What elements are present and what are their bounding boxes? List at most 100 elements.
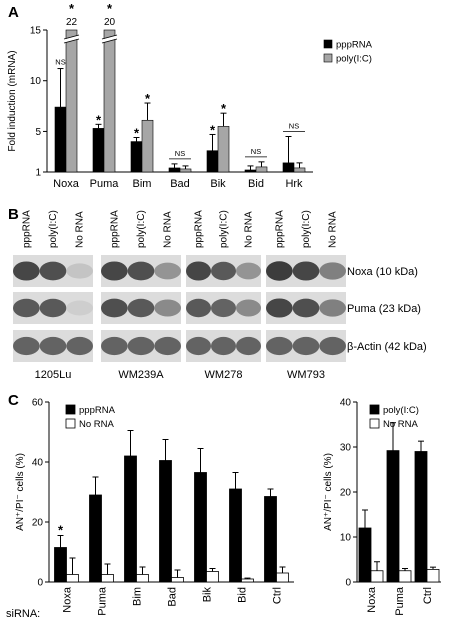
b-cell-line-label: 1205Lu — [35, 369, 72, 381]
b-blot-band — [127, 261, 155, 281]
cl-category-label: Bad — [167, 587, 179, 607]
b-blot-band — [266, 298, 293, 318]
b-blot-band — [292, 261, 320, 281]
cr-y-tick-label: 10 — [340, 533, 352, 544]
b-blot-band — [39, 298, 67, 318]
cl-category-label: Noxa — [62, 586, 74, 613]
panel-c-right-chart: 0 10 20 30 40 AN⁺/PI⁻ cells (%) Noxa Puma Ctrl po… — [323, 398, 441, 616]
b-lane-label: No RNA — [244, 211, 255, 248]
a-bar-pppRNA — [282, 162, 295, 173]
a-category-label: Bid — [248, 178, 264, 190]
b-lane-label: poly(I:C) — [301, 210, 312, 248]
cr-category-label: Ctrl — [422, 587, 434, 604]
b-blot-band — [186, 336, 211, 356]
cl-bar-treated — [54, 547, 67, 583]
panel-b-blot: pppRNA poly(I:C) No RNA 1205Lu pppRNA poly(I:… — [13, 210, 427, 381]
b-blot-band — [292, 298, 320, 318]
b-blot-band — [211, 261, 236, 281]
b-blot-band — [66, 300, 93, 316]
b-blot-band — [127, 336, 155, 356]
cl-category-label: Bid — [237, 587, 249, 603]
cl-significance-star: * — [58, 523, 64, 538]
cl-y-tick-label: 0 — [37, 578, 43, 589]
a-bar-polyIC — [65, 29, 78, 173]
b-lane-label: poly(I:C) — [48, 210, 59, 248]
a-break-line — [63, 34, 80, 40]
cr-bar-no-rna — [398, 570, 412, 583]
cl-bar-treated — [89, 494, 102, 583]
panel-letter-a: A — [8, 4, 19, 21]
a-break-line — [101, 38, 118, 44]
a-legend-label: pppRNA — [336, 40, 373, 51]
cr-y-tick-label: 0 — [345, 578, 351, 589]
b-lane-label: No RNA — [163, 211, 174, 248]
cl-y-axis-label: AN⁺/PI⁻ cells (%) — [15, 453, 26, 531]
b-lane-label: pppRNA — [194, 210, 205, 248]
a-significance-star: * — [221, 101, 227, 116]
a-bar-polyIC — [103, 29, 116, 173]
b-blot-band — [101, 336, 128, 356]
b-lane-label: pppRNA — [274, 210, 285, 248]
a-significance-star: * — [145, 91, 151, 106]
cr-y-axis-label: AN⁺/PI⁻ cells (%) — [323, 453, 334, 531]
a-bar-pppRNA — [168, 167, 181, 173]
cl-category-label: Bik — [202, 587, 214, 603]
a-bar-pppRNA — [244, 169, 257, 173]
b-blot-band — [211, 336, 236, 356]
b-blot-band — [319, 336, 346, 356]
cl-bar-no-rna — [241, 578, 254, 583]
b-blot-band — [266, 336, 293, 356]
cl-category-label: Bim — [132, 587, 144, 606]
a-y-axis-label: Fold induction (mRNA) — [7, 50, 18, 151]
b-blot-band — [127, 298, 155, 318]
b-blot-band — [211, 298, 236, 318]
a-category-label: Noxa — [53, 178, 80, 190]
b-blot-band — [236, 336, 261, 356]
cl-category-label: Ctrl — [272, 587, 284, 604]
b-blot-band — [186, 261, 211, 281]
b-blot-band — [13, 298, 40, 318]
b-cell-line-label: WM239A — [118, 369, 164, 381]
cl-category-label: Puma — [97, 586, 109, 616]
a-break-line — [63, 38, 80, 44]
cr-y-tick-label: 30 — [340, 443, 352, 454]
a-significance-star: * — [210, 122, 216, 137]
cl-bar-no-rna — [66, 574, 79, 583]
cr-y-tick-label: 40 — [340, 398, 352, 409]
a-category-label: Puma — [90, 178, 120, 190]
a-bar-polyIC — [255, 166, 268, 173]
b-lane-label: poly(I:C) — [219, 210, 230, 248]
a-ns-label: NS — [55, 58, 65, 67]
b-lane-label: pppRNA — [109, 210, 120, 248]
a-break-mark — [63, 35, 80, 43]
panel-letter-b: B — [8, 206, 19, 223]
cl-bar-no-rna — [206, 571, 219, 583]
b-blot-band — [319, 262, 346, 280]
a-bar-polyIC — [179, 168, 192, 173]
a-break-line — [101, 34, 118, 40]
a-bar-pppRNA — [92, 128, 105, 173]
cl-y-tick-label: 20 — [32, 518, 44, 529]
a-y-tick-label: 15 — [30, 26, 42, 37]
a-legend-swatch — [323, 39, 333, 49]
a-legend-label: poly(I:C) — [336, 54, 372, 65]
b-blot-band — [154, 336, 182, 356]
cl-legend-swatch — [65, 418, 76, 429]
b-blot-band — [39, 336, 67, 356]
a-ns-label: NS — [251, 147, 261, 156]
cl-y-tick-label: 40 — [32, 458, 44, 469]
cr-category-label: Noxa — [366, 586, 378, 613]
a-bar-polyIC — [141, 119, 154, 173]
a-y-tick-label: 5 — [35, 127, 41, 138]
cl-bar-treated — [229, 488, 242, 583]
a-y-tick-label: 1 — [35, 168, 41, 179]
b-lane-label: No RNA — [328, 211, 339, 248]
a-ns-label: NS — [175, 149, 185, 158]
b-blot-band — [66, 263, 93, 279]
a-bar-pppRNA — [130, 141, 143, 173]
a-significance-star: * — [107, 1, 113, 16]
a-significance-star: * — [69, 1, 75, 16]
panel-letter-c: C — [8, 392, 19, 409]
